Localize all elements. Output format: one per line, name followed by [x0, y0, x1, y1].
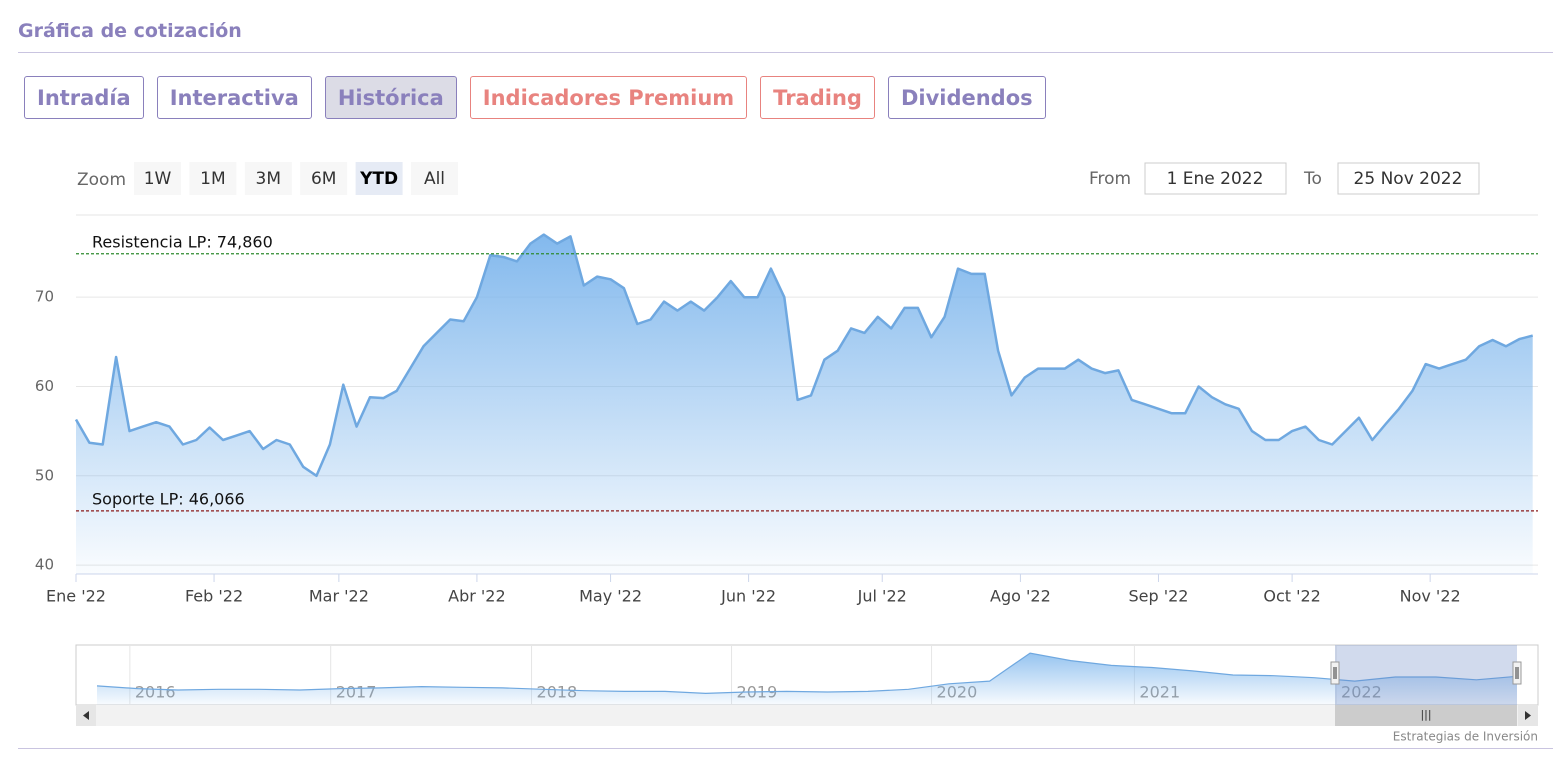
- from-input[interactable]: [1144, 162, 1287, 195]
- from-label: From: [1089, 169, 1131, 189]
- x-tick-label: Jul '22: [857, 587, 907, 606]
- divider: [18, 52, 1553, 53]
- plot-line-label: Soporte LP: 46,066: [92, 489, 245, 508]
- to-input[interactable]: [1337, 162, 1480, 195]
- x-tick-label: Sep '22: [1128, 587, 1188, 606]
- x-tick-label: Ene '22: [46, 587, 106, 606]
- scrollbar-thumb[interactable]: [1335, 705, 1517, 726]
- from-value: 1 Ene 2022: [1167, 169, 1264, 189]
- zoom-button[interactable]: [355, 162, 403, 195]
- navigator-mask[interactable]: [1335, 645, 1517, 705]
- credits: Estrategias de Inversión: [1393, 730, 1538, 744]
- tab[interactable]: Interactiva: [156, 76, 312, 119]
- x-tick-label: Abr '22: [448, 587, 506, 606]
- y-tick-label: 70: [35, 288, 54, 306]
- area-fill: [76, 234, 1533, 574]
- zoom-button-label: 3M: [256, 169, 281, 189]
- zoom-button[interactable]: [411, 162, 458, 195]
- zoom-button-label: YTD: [359, 169, 398, 189]
- arrow: [83, 711, 89, 720]
- to-label: To: [1303, 169, 1322, 189]
- section-title: Gráfica de cotización: [18, 20, 242, 42]
- zoom-button-label: 6M: [311, 169, 336, 189]
- x-tick-label: Feb '22: [185, 587, 243, 606]
- zoom-button-label: 1W: [144, 169, 172, 189]
- plot-line-label: Resistencia LP: 74,860: [92, 232, 273, 251]
- navigator-handle[interactable]: [1330, 661, 1340, 685]
- zoom-label: Zoom: [77, 170, 126, 190]
- x-tick-label: Mar '22: [309, 587, 369, 606]
- y-tick-label: 60: [35, 377, 54, 395]
- zoom-button[interactable]: [244, 162, 292, 195]
- zoom-button[interactable]: [300, 162, 348, 195]
- divider: [18, 748, 1553, 749]
- y-tick-label: 40: [35, 556, 54, 574]
- navigator-line: [96, 652, 1518, 695]
- x-tick-label: Ago '22: [990, 587, 1051, 606]
- scrollbar-track[interactable]: [76, 705, 1538, 726]
- tab[interactable]: Indicadores Premium: [469, 76, 748, 119]
- zoom-button-label: 1M: [200, 169, 225, 189]
- to-value: 25 Nov 2022: [1354, 169, 1463, 189]
- navigator-area: [97, 653, 1517, 705]
- x-tick-label: Jun '22: [720, 587, 776, 606]
- zoom-button-label: All: [424, 169, 445, 189]
- navigator-handle[interactable]: [1512, 661, 1522, 685]
- x-tick-label: May '22: [579, 587, 642, 606]
- arrow: [1525, 711, 1531, 720]
- x-tick-label: Nov '22: [1400, 587, 1461, 606]
- tab[interactable]: Dividendos: [887, 76, 1046, 119]
- tab[interactable]: Intradía: [24, 76, 144, 119]
- zoom-button[interactable]: [189, 162, 237, 195]
- tab-bar: Intradía Interactiva Histórica Indicadores …: [24, 76, 1046, 119]
- tab[interactable]: Trading: [760, 76, 875, 119]
- tab[interactable]: Histórica: [324, 76, 457, 119]
- thumb-grip: |||: [1420, 708, 1431, 721]
- zoom-button[interactable]: [134, 162, 181, 195]
- x-tick-label: Oct '22: [1263, 587, 1321, 606]
- price-line: [74, 233, 1534, 478]
- y-tick-label: 50: [35, 466, 54, 484]
